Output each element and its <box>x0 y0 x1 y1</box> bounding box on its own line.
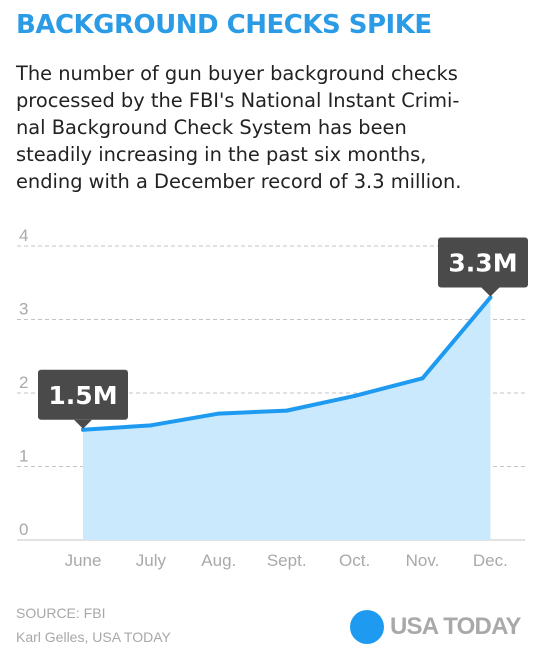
x-tick-label: Nov. <box>406 551 440 570</box>
description-line: steadily increasing in the past six mont… <box>16 143 427 166</box>
usa-today-logo: USA TODAY <box>350 610 521 644</box>
data-point <box>488 295 493 300</box>
area-chart: 0 1 2 3 4 June July Aug. Sept. Oct. Nov. Dec. 1.5M 3.… <box>17 226 528 570</box>
description-line: ending with a December record of 3.3 mil… <box>16 170 462 193</box>
description-line: The number of gun buyer background check… <box>16 62 458 85</box>
x-tick-label: July <box>136 551 167 570</box>
y-tick-label: 1 <box>19 447 28 466</box>
description-line: nal Background Check System has been <box>16 116 407 139</box>
chart-description: The number of gun buyer background check… <box>16 60 531 195</box>
data-point <box>284 408 289 413</box>
data-point <box>81 427 85 432</box>
y-tick-label: 4 <box>19 226 28 245</box>
logo-text: USA TODAY <box>390 613 521 640</box>
data-point <box>148 423 153 428</box>
area-fill <box>83 297 491 540</box>
callout-label: 3.3M <box>448 248 517 277</box>
value-callout: 3.3M <box>438 237 528 297</box>
logo-dot-icon <box>350 610 384 644</box>
data-point <box>420 376 425 381</box>
y-tick-label: 0 <box>19 520 28 539</box>
callout-pointer <box>74 419 92 429</box>
x-tick-label: Sept. <box>267 551 307 570</box>
description-line: processed by the FBI's National Instant … <box>16 89 460 112</box>
x-tick-label: June <box>65 551 102 570</box>
y-tick-label: 3 <box>19 300 28 319</box>
x-tick-label: Dec. <box>473 551 508 570</box>
data-point <box>352 393 357 398</box>
value-callout: 1.5M <box>38 369 128 429</box>
callout-box <box>38 369 128 420</box>
y-tick-label: 2 <box>19 373 28 392</box>
chart-title: BACKGROUND CHECKS SPIKE <box>16 10 432 40</box>
callout-box <box>438 237 528 288</box>
callout-label: 1.5M <box>48 381 117 410</box>
data-point <box>216 411 221 416</box>
x-tick-label: Oct. <box>339 551 370 570</box>
callout-pointer <box>481 287 500 297</box>
source-note: SOURCE: FBI <box>16 605 106 621</box>
x-tick-label: Aug. <box>201 551 236 570</box>
credit-note: Karl Gelles, USA TODAY <box>16 629 171 645</box>
